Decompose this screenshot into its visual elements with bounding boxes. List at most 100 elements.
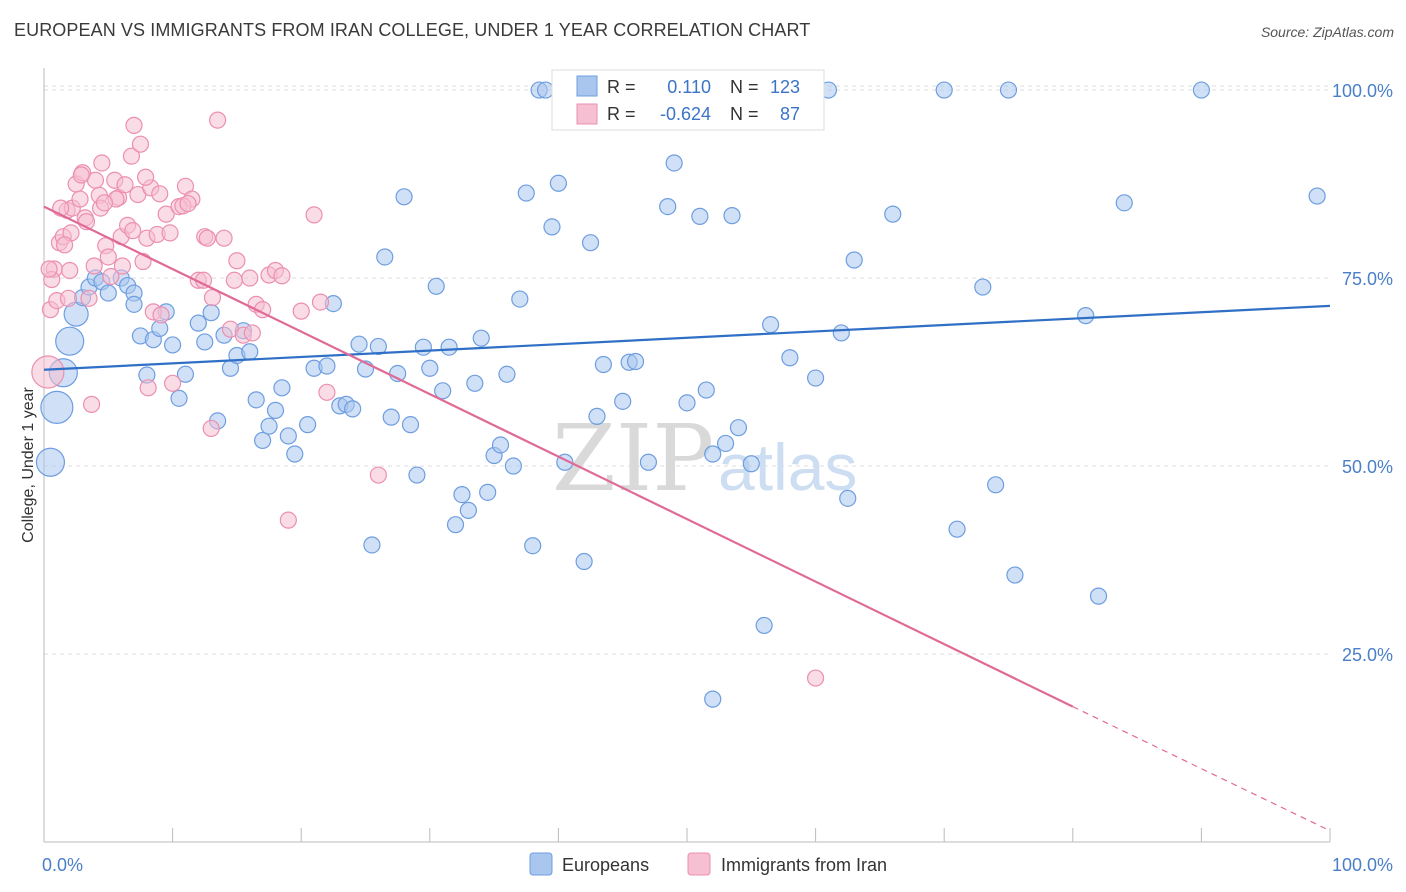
point-europeans: [318, 357, 336, 375]
point-iran: [131, 135, 150, 153]
point-europeans: [446, 516, 465, 534]
y-tick-label: 25.0%: [1342, 645, 1393, 665]
point-iran: [157, 205, 175, 223]
point-europeans: [935, 81, 953, 99]
point-europeans: [659, 197, 677, 216]
point-iran: [61, 261, 79, 280]
point-europeans: [974, 278, 992, 296]
point-europeans: [401, 416, 420, 434]
watermark: ZIP atlas: [552, 405, 857, 512]
point-europeans: [382, 408, 400, 426]
point-europeans: [781, 349, 799, 367]
point-europeans: [279, 427, 297, 445]
point-europeans: [266, 401, 285, 419]
point-iran: [806, 669, 825, 687]
point-iran: [292, 302, 310, 320]
point-iran: [122, 147, 141, 165]
point-europeans: [704, 445, 722, 463]
point-iran: [228, 252, 246, 270]
point-iran: [95, 194, 114, 212]
legend-label-europeans: Europeans: [562, 855, 649, 875]
stats-swatch-blue: [576, 75, 598, 97]
point-europeans: [543, 218, 561, 236]
point-europeans: [948, 520, 966, 538]
point-iran: [243, 324, 261, 342]
point-europeans: [440, 338, 458, 356]
point-europeans: [987, 476, 1005, 494]
point-europeans: [517, 184, 535, 202]
point-europeans: [466, 374, 484, 392]
point-europeans: [806, 369, 825, 387]
series-europeans: [35, 81, 1326, 708]
point-europeans: [459, 501, 477, 519]
point-europeans: [594, 355, 613, 374]
point-europeans: [99, 284, 117, 302]
y-tick-label: 75.0%: [1342, 269, 1393, 289]
point-europeans: [588, 407, 606, 425]
point-europeans: [614, 392, 632, 410]
point-europeans: [189, 314, 207, 332]
source-credit: Source: ZipAtlas.com: [1260, 24, 1394, 40]
point-iran: [305, 206, 323, 224]
point-europeans: [299, 416, 317, 434]
trend-line-europeans: [43, 304, 1331, 371]
point-europeans: [344, 400, 362, 418]
point-iran: [59, 289, 78, 307]
point-europeans: [691, 207, 709, 225]
point-iran: [179, 194, 197, 213]
point-europeans: [678, 394, 696, 412]
point-europeans: [1192, 81, 1211, 99]
stats-r-value-1: 0.110: [667, 77, 711, 97]
point-europeans: [363, 536, 381, 554]
point-europeans: [273, 379, 291, 397]
point-europeans: [40, 390, 74, 424]
point-iran: [209, 111, 227, 129]
stats-n-label-1: N =: [730, 77, 759, 97]
point-europeans: [254, 431, 272, 450]
point-iran: [225, 271, 243, 289]
point-iran: [124, 222, 142, 240]
point-europeans: [427, 277, 445, 295]
point-iran: [369, 466, 387, 484]
point-iran: [55, 236, 74, 254]
point-europeans: [408, 466, 426, 484]
point-europeans: [286, 445, 304, 463]
point-europeans: [884, 205, 902, 223]
point-europeans: [350, 335, 368, 353]
point-iran: [31, 355, 65, 389]
point-europeans: [453, 485, 471, 504]
point-europeans: [1006, 566, 1024, 584]
point-europeans: [575, 552, 593, 571]
point-iran: [125, 116, 143, 134]
stats-legend-box: R = 0.110 N = 123 R = -0.624 N = 87: [551, 69, 825, 131]
point-iran: [161, 224, 179, 242]
point-iran: [82, 395, 101, 413]
point-europeans: [665, 154, 683, 172]
point-europeans: [376, 248, 394, 266]
point-europeans: [472, 329, 490, 347]
point-iran: [202, 419, 220, 438]
point-iran: [72, 166, 90, 184]
stats-r-label-2: R =: [607, 104, 636, 124]
point-europeans: [704, 690, 722, 708]
point-iran: [241, 269, 259, 287]
point-europeans: [35, 447, 66, 477]
point-europeans: [479, 483, 497, 501]
point-europeans: [498, 365, 516, 383]
point-europeans: [434, 382, 452, 400]
point-iran: [198, 229, 216, 247]
point-europeans: [639, 453, 658, 471]
point-europeans: [999, 81, 1018, 99]
point-iran: [215, 229, 233, 247]
point-europeans: [716, 434, 735, 453]
point-europeans: [511, 290, 529, 308]
point-iran: [311, 293, 330, 311]
point-iran: [116, 176, 134, 194]
point-europeans: [414, 338, 432, 356]
point-europeans: [1077, 307, 1095, 325]
point-iran: [273, 267, 291, 285]
point-europeans: [761, 316, 780, 334]
point-iran: [164, 374, 182, 392]
watermark-zip: ZIP: [552, 405, 714, 512]
